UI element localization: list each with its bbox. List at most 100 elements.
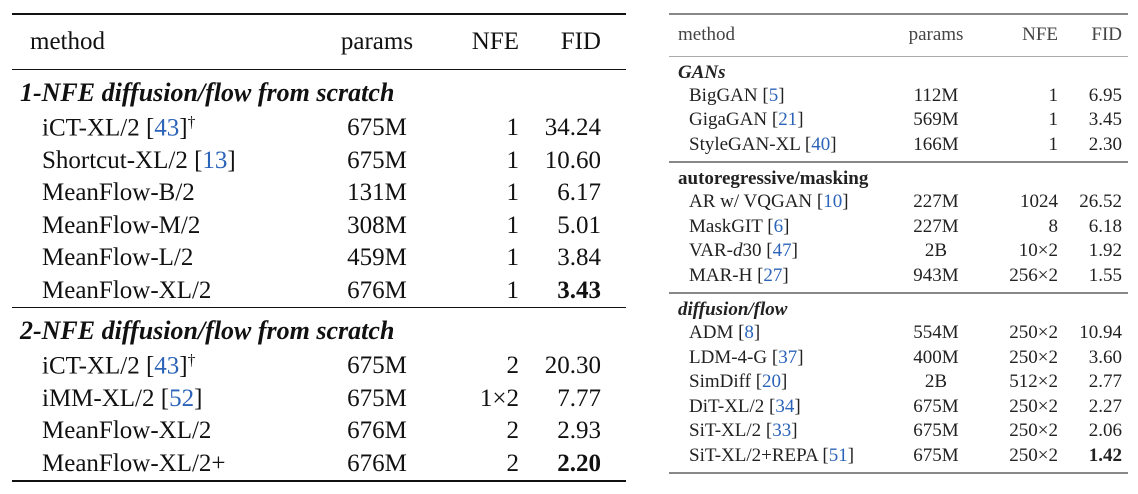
- nfe-cell: 1: [506, 146, 520, 174]
- params-cell: 131M: [347, 179, 407, 207]
- citation-link[interactable]: 34: [775, 395, 795, 417]
- table-row: LDM-4-G [37] 400M 250×2 3.60: [669, 345, 1128, 370]
- citation-link[interactable]: 5: [768, 84, 779, 106]
- header-nfe: NFE: [471, 28, 519, 55]
- citation-link[interactable]: 33: [772, 420, 792, 442]
- method-name: MeanFlow-XL/2: [42, 276, 212, 304]
- table-row: MeanFlow-M/2 308M 1 5.01: [12, 210, 626, 243]
- params-cell: 676M: [347, 276, 407, 304]
- citation-link[interactable]: 43: [154, 114, 180, 142]
- method-name: iCT-XL/2: [42, 114, 140, 142]
- fid-cell: 2.93: [557, 417, 601, 445]
- method-cell: MeanFlow-XL/2: [12, 417, 327, 445]
- nfe-cell: 250×2: [1009, 321, 1058, 343]
- header-fid: FID: [560, 28, 601, 55]
- header-params: params: [908, 24, 964, 45]
- method-name: DiT-XL/2: [689, 395, 765, 417]
- params-cell: 676M: [347, 417, 407, 445]
- citation-link[interactable]: 51: [828, 444, 848, 466]
- header-nfe: NFE: [1022, 24, 1058, 45]
- section-title: 1-NFE diffusion/flow from scratch: [20, 78, 395, 107]
- table-row: MAR-H [27] 943M 256×2 1.55: [669, 264, 1128, 289]
- left-table-body: 1-NFE diffusion/flow from scratch iCT-XL/…: [12, 70, 626, 480]
- fid-cell: 10.60: [544, 146, 601, 174]
- fid-cell: 10.94: [1079, 321, 1122, 343]
- table-row: MeanFlow-XL/2+ 676M 2 2.20: [12, 448, 626, 481]
- table-row: Shortcut-XL/2 [13] 675M 1 10.60: [12, 145, 626, 178]
- method-cell: DiT-XL/2 [34]: [689, 395, 801, 417]
- method-name: BigGAN: [689, 84, 758, 106]
- method-name: SiT-XL/2: [689, 420, 762, 442]
- method-name-tail: 30: [742, 240, 762, 262]
- bottom-rule: [12, 480, 626, 482]
- nfe-cell: 1: [506, 114, 520, 142]
- method-cell: ADM [8]: [689, 321, 761, 343]
- method-name: ADM: [689, 321, 734, 343]
- citation-link[interactable]: 27: [763, 264, 783, 286]
- method-name: MeanFlow-B/2: [42, 179, 195, 207]
- table-row: iCT-XL/2 [43]† 675M 1 34.24: [12, 112, 626, 145]
- method-name: iMM-XL/2: [42, 384, 155, 412]
- method-name: AR w/ VQGAN: [689, 191, 813, 213]
- table-row: MaskGIT [6] 227M 8 6.18: [669, 214, 1128, 239]
- citation-link[interactable]: 37: [778, 346, 798, 368]
- method-name: MAR-H: [689, 264, 753, 286]
- top-rule: [669, 13, 1128, 15]
- method-name: SiT-XL/2+REPA: [689, 444, 818, 466]
- fid-cell: 2.06: [1088, 420, 1122, 442]
- table-row: iCT-XL/2 [43]† 675M 2 20.30: [12, 350, 626, 383]
- nfe-cell: 250×2: [1009, 395, 1058, 417]
- right-table-body: GANs BigGAN [5] 112M 1 6.95 GigaGAN [21] 569M 1…: [669, 57, 1128, 473]
- table-row: MeanFlow-L/2 459M 1 3.84: [12, 242, 626, 275]
- nfe-cell: 250×2: [1009, 420, 1058, 442]
- nfe-cell: 1: [506, 244, 520, 272]
- fid-cell: 20.30: [544, 352, 601, 380]
- section-rule: [12, 307, 626, 308]
- method-cell: StyleGAN-XL [40]: [689, 133, 837, 155]
- section-rule: [669, 161, 1128, 163]
- nfe-cell: 1: [506, 276, 520, 304]
- citation-link[interactable]: 20: [762, 371, 782, 393]
- citation-link[interactable]: 10: [823, 191, 843, 213]
- citation-link[interactable]: 21: [778, 109, 798, 131]
- params-cell: 675M: [347, 146, 407, 174]
- table-row: MeanFlow-B/2 131M 1 6.17: [12, 177, 626, 210]
- method-name: MaskGIT: [689, 215, 763, 237]
- method-cell: BigGAN [5]: [689, 84, 785, 106]
- fid-cell: 6.95: [1088, 84, 1122, 106]
- citation-link[interactable]: 47: [772, 240, 792, 262]
- method-name: StyleGAN-XL: [689, 133, 801, 155]
- method-name: GigaGAN: [689, 109, 768, 131]
- table-row: SimDiff [20] 2B 512×2 2.77: [669, 370, 1128, 395]
- method-cell: Shortcut-XL/2 [13]: [42, 146, 236, 174]
- params-cell: 459M: [347, 244, 407, 272]
- fid-cell: 1.55: [1088, 264, 1122, 286]
- citation-link[interactable]: 6: [773, 215, 784, 237]
- citation-link[interactable]: 13: [202, 146, 228, 174]
- citation-link[interactable]: 43: [154, 352, 180, 380]
- params-cell: 400M: [913, 346, 959, 368]
- params-cell: 308M: [347, 211, 407, 239]
- params-cell: 227M: [913, 215, 959, 237]
- section-title: GANs: [678, 62, 726, 83]
- fid-cell: 2.30: [1088, 133, 1122, 155]
- nfe-cell: 250×2: [1009, 444, 1058, 466]
- citation-link[interactable]: 40: [811, 133, 831, 155]
- method-cell: iCT-XL/2 [43]†: [42, 113, 196, 142]
- dagger-mark: †: [187, 113, 196, 131]
- table-row: MeanFlow-XL/2 676M 1 3.43: [12, 275, 626, 308]
- nfe-cell: 1: [1048, 84, 1059, 106]
- method-cell: MeanFlow-L/2: [12, 244, 327, 272]
- nfe-cell: 1024: [1020, 191, 1058, 213]
- citation-link[interactable]: 52: [169, 384, 195, 412]
- nfe-cell: 1: [506, 211, 520, 239]
- fid-cell: 3.45: [1088, 109, 1122, 131]
- nfe-cell: 1: [1048, 109, 1059, 131]
- table-row: SiT-XL/2+REPA [51] 675M 250×2 1.42: [669, 444, 1128, 469]
- right-comparison-table: method params NFE FID GANs BigGAN [5] 112M…: [669, 13, 1128, 474]
- citation-link[interactable]: 8: [744, 321, 754, 343]
- left-comparison-table: method params NFE FID 1-NFE diffusion/fl…: [12, 13, 626, 482]
- table-row: AR w/ VQGAN [10] 227M 1024 26.52: [669, 190, 1128, 215]
- section-title: 2-NFE diffusion/flow from scratch: [20, 316, 395, 345]
- table-row: VAR-d30 [47] 2B 10×2 1.92: [669, 239, 1128, 264]
